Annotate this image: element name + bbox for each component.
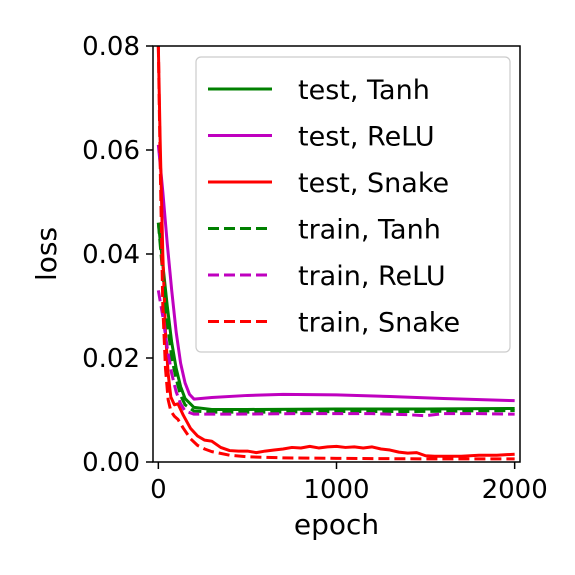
x-tick-label: 2000 [482, 475, 548, 505]
x-tick-label: 0 [150, 475, 167, 505]
x-axis-label: epoch [294, 508, 379, 541]
series-line-train-relu [156, 290, 515, 418]
legend-box [195, 56, 511, 353]
legend-label: test, ReLU [298, 122, 435, 153]
y-tick-label: 0.00 [82, 448, 140, 478]
y-tick-label: 0.08 [82, 32, 140, 62]
plot-marks [156, 46, 515, 461]
y-tick-label: 0.06 [82, 136, 140, 166]
y-tick-label: 0.02 [82, 344, 140, 374]
axis-ticks: 0 1000 2000 0.00 0.02 0.04 0.06 0.08 [82, 32, 548, 505]
series-line-train-snake [156, 46, 515, 461]
legend: test, Tanh test, ReLU test, Snake train, Ta… [195, 56, 511, 353]
legend-label: train, Tanh [298, 215, 441, 246]
legend-label: train, ReLU [298, 261, 446, 292]
legend-label: test, Snake [298, 168, 449, 199]
legend-label: train, Snake [298, 308, 460, 339]
y-axis-label: loss [30, 227, 63, 281]
series-line-train-tanh [156, 222, 515, 414]
y-tick-label: 0.04 [82, 240, 140, 270]
x-tick-label: 1000 [303, 475, 369, 505]
series-line-test-relu [156, 144, 515, 403]
legend-label: test, Tanh [298, 75, 430, 106]
series-line-test-snake [156, 46, 515, 458]
